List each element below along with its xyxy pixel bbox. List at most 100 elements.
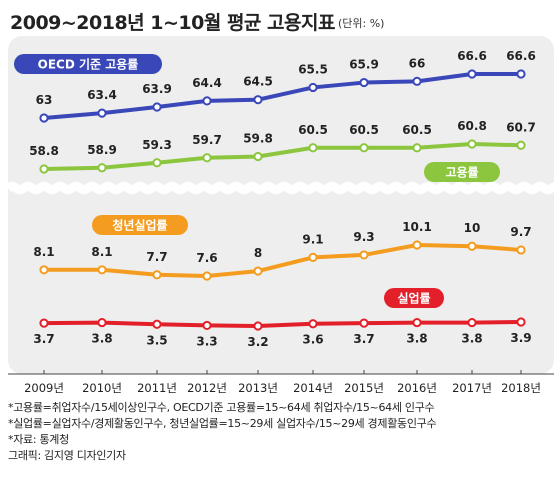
data-label: 3.3 (196, 334, 217, 348)
data-label: 63 (36, 93, 53, 107)
data-label: 3.6 (302, 333, 323, 347)
data-point (152, 319, 162, 329)
note-source: *자료: 통계청 (8, 433, 69, 446)
data-point (202, 96, 212, 106)
data-point (152, 102, 162, 112)
data-label: 3.2 (247, 335, 268, 349)
series-line (42, 320, 523, 328)
data-label: 60.5 (298, 123, 328, 137)
note-credit: 그래픽: 김지영 디자인기자 (8, 449, 126, 462)
data-label: 7.7 (146, 250, 167, 264)
data-label: 60.7 (506, 120, 536, 134)
data-label: 3.5 (146, 333, 167, 347)
data-label: 8 (254, 246, 262, 260)
data-point (308, 143, 318, 153)
x-tick-label: 2017년 (452, 381, 492, 395)
data-point (359, 318, 369, 328)
data-label: 63.9 (142, 82, 172, 96)
data-label: 65.5 (298, 62, 328, 76)
data-label: 58.9 (87, 143, 117, 157)
data-label: 66 (409, 56, 426, 70)
series-tag-label: OECD 기준 고용률 (38, 57, 139, 72)
data-point (412, 240, 422, 250)
data-point (253, 321, 263, 331)
data-label: 9.1 (302, 232, 323, 246)
series-line (42, 72, 523, 120)
data-point (412, 317, 422, 328)
data-label: 66.6 (506, 49, 536, 63)
data-point (359, 250, 369, 260)
data-label: 59.7 (192, 133, 222, 147)
data-point (202, 271, 212, 281)
data-label: 58.8 (29, 144, 59, 158)
x-tick-label: 2015년 (344, 381, 384, 395)
data-label: 3.9 (510, 331, 531, 345)
data-label: 3.7 (353, 332, 374, 346)
data-label: 60.8 (457, 119, 487, 133)
data-point (97, 163, 107, 173)
data-label: 10 (464, 221, 481, 235)
footnotes: *고용률=취업자수/15세이상인구수, OECD기준 고용률=15~64세 취업… (8, 400, 437, 464)
unit-label: (단위: %) (338, 17, 385, 30)
data-label: 60.5 (349, 123, 379, 137)
data-label: 59.8 (243, 132, 273, 146)
note-unemployment-definition: *실업률=실업자수/경제활동인구수, 청년실업률=15~29세 실업자수/15~… (8, 417, 437, 430)
data-point (308, 82, 318, 93)
data-label: 59.3 (142, 138, 172, 152)
data-point (308, 252, 318, 262)
data-label: 63.4 (87, 88, 117, 102)
data-point (97, 108, 107, 118)
data-label: 3.8 (91, 332, 112, 346)
series-line (42, 243, 523, 278)
axis-break-wave (5, 182, 560, 194)
data-point (516, 140, 526, 150)
data-point (467, 317, 477, 328)
data-point (467, 69, 477, 79)
data-label: 8.1 (33, 245, 54, 259)
data-point (152, 270, 162, 280)
data-point (152, 158, 162, 168)
data-point (253, 151, 263, 162)
x-tick-label: 2013년 (238, 381, 278, 395)
series-tag (92, 215, 188, 235)
data-point (97, 317, 107, 328)
data-point (359, 77, 369, 88)
data-point (97, 265, 107, 275)
data-label: 8.1 (91, 245, 112, 259)
data-label: 64.5 (243, 75, 273, 89)
x-tick-label: 2014년 (293, 381, 333, 395)
x-tick-label: 2012년 (187, 381, 227, 395)
data-point (412, 143, 422, 153)
data-label: 3.8 (406, 332, 427, 346)
data-point (467, 139, 477, 149)
data-label: 10.1 (402, 220, 432, 234)
series-tag (424, 162, 500, 182)
data-point (39, 113, 49, 123)
data-point (516, 245, 526, 255)
data-label: 9.7 (510, 225, 531, 239)
x-tick-label: 2016년 (397, 381, 437, 395)
data-point (39, 265, 49, 275)
series-tag-label: 고용률 (445, 165, 478, 180)
x-tick-label: 2011년 (137, 381, 177, 395)
series-tag-label: 청년실업률 (112, 218, 167, 233)
series-line (42, 142, 523, 171)
data-point (516, 317, 526, 327)
data-point (202, 153, 212, 163)
data-label: 65.9 (349, 58, 379, 72)
series-tag-label: 실업률 (397, 291, 430, 306)
data-point (412, 76, 422, 86)
data-label: 60.5 (402, 123, 432, 137)
data-label: 3.7 (33, 332, 54, 346)
data-point (359, 143, 369, 153)
x-tick-label: 2018년 (501, 381, 541, 395)
page-title: 2009~2018년 1~10월 평균 고용지표 (10, 12, 335, 34)
data-label: 64.4 (192, 76, 222, 90)
data-label: 9.3 (353, 230, 374, 244)
data-point (308, 319, 318, 329)
data-point (516, 69, 526, 79)
line-chart: 63 63.4 63.9 64.4 64.5 65.5 65.9 66 66.6 66.6 OECD… (5, 49, 560, 395)
x-tick-label: 2009년 (24, 381, 64, 395)
series-tag (14, 54, 162, 74)
